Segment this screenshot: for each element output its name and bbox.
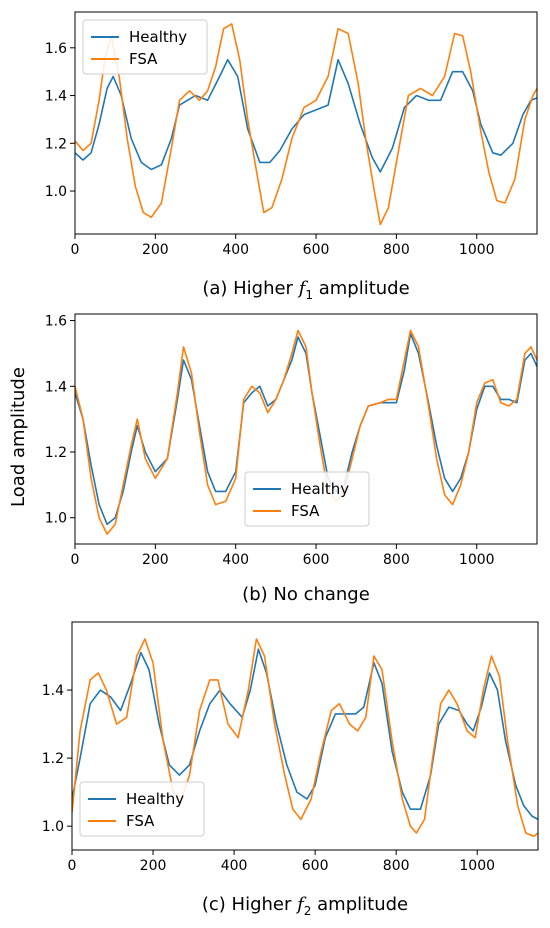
legend-label-fsa: FSA bbox=[126, 812, 155, 830]
legend-label-healthy: Healthy bbox=[126, 790, 184, 808]
series-line-fsa bbox=[72, 638, 538, 838]
y-tick-label: 1.2 bbox=[45, 136, 67, 152]
series-line-healthy bbox=[75, 58, 537, 173]
y-tick-label: 1.2 bbox=[45, 445, 67, 461]
y-tick-label: 1.0 bbox=[45, 511, 67, 527]
y-tick-label: 1.4 bbox=[45, 379, 67, 395]
x-tick-label: 600 bbox=[303, 242, 330, 258]
axes-frame bbox=[74, 11, 538, 235]
x-tick-label: 200 bbox=[142, 552, 169, 568]
x-tick-label: 800 bbox=[383, 858, 410, 874]
x-tick-label: 200 bbox=[142, 242, 169, 258]
x-tick-label: 600 bbox=[303, 552, 330, 568]
x-tick-label: 400 bbox=[222, 552, 249, 568]
chart-panel-1: 0 200 400 600 800 1000 1.0 1.2 1.4 1.6 Healthy FSA (… bbox=[45, 11, 538, 302]
x-tick-label: 0 bbox=[71, 242, 80, 258]
y-tick-label: 1.6 bbox=[45, 41, 67, 57]
x-tick-label: 1000 bbox=[459, 858, 495, 874]
x-tick-label: 200 bbox=[140, 858, 167, 874]
legend-label-fsa: FSA bbox=[291, 502, 320, 520]
legend-box bbox=[244, 471, 370, 527]
axes-frame bbox=[71, 621, 539, 851]
axes-frame bbox=[74, 313, 538, 545]
legend: Healthy FSA bbox=[79, 781, 205, 837]
series-line-healthy bbox=[72, 648, 538, 821]
chart-caption: (b) No change bbox=[242, 584, 370, 605]
x-tick-label: 800 bbox=[383, 552, 410, 568]
y-tick-label: 1.4 bbox=[45, 89, 67, 105]
x-tick-label: 1000 bbox=[459, 552, 495, 568]
x-tick-label: 400 bbox=[221, 858, 248, 874]
x-tick-label: 0 bbox=[71, 552, 80, 568]
series-line-fsa bbox=[75, 23, 537, 226]
legend: Healthy FSA bbox=[244, 471, 370, 527]
legend-label-fsa: FSA bbox=[129, 50, 158, 68]
chart-panel-2: 0 200 400 600 800 1000 1.0 1.2 1.4 1.6 Healthy FSA (… bbox=[45, 313, 538, 605]
x-tick-label: 800 bbox=[383, 242, 410, 258]
legend-label-healthy: Healthy bbox=[129, 28, 187, 46]
chart-caption: (c) Higher f2 amplitude bbox=[202, 894, 408, 918]
x-tick-label: 0 bbox=[68, 858, 77, 874]
x-tick-label: 600 bbox=[302, 858, 329, 874]
y-tick-label: 1.6 bbox=[45, 314, 67, 330]
y-tick-label: 1.2 bbox=[42, 751, 64, 767]
y-tick-label: 1.0 bbox=[45, 184, 67, 200]
x-tick-label: 400 bbox=[222, 242, 249, 258]
chart-caption: (a) Higher f1 amplitude bbox=[202, 278, 409, 302]
legend-box bbox=[79, 781, 205, 837]
y-tick-label: 1.4 bbox=[42, 683, 64, 699]
legend-box bbox=[82, 19, 208, 75]
y-axis-label: Load amplitude bbox=[8, 367, 29, 507]
legend: Healthy FSA bbox=[82, 19, 208, 75]
x-tick-label: 1000 bbox=[459, 242, 495, 258]
series-line-fsa bbox=[75, 329, 537, 535]
chart-panel-3: 0 200 400 600 800 1000 1.0 1.2 1.4 Healthy FSA (c) … bbox=[42, 621, 539, 918]
legend-label-healthy: Healthy bbox=[291, 480, 349, 498]
y-tick-label: 1.0 bbox=[42, 819, 64, 835]
